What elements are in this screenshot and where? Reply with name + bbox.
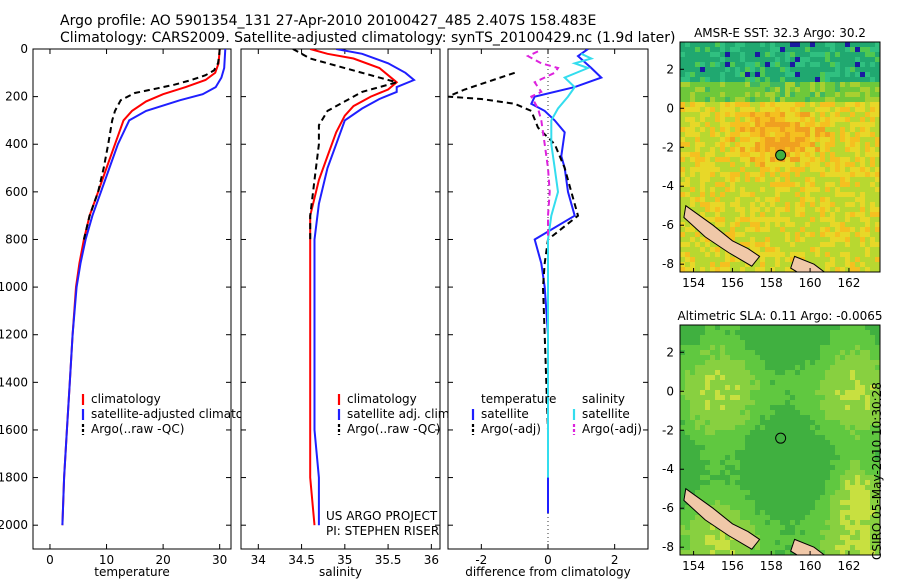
y-tick-label: 2000 [0, 518, 28, 532]
x-tick-label: 158 [760, 559, 783, 573]
x-tick-label: 30 [212, 553, 227, 567]
x-axis-label: temperature [94, 565, 169, 579]
float-marker [775, 432, 787, 444]
series-line-2 [547, 52, 595, 478]
map-panel-1: AMSR-E SST: 32.3 Argo: 30.2 154 156 158 160 1… [662, 26, 881, 290]
y-tick-label: 1000 [0, 280, 28, 294]
series-line-2 [292, 49, 401, 240]
series-line-2 [82, 49, 221, 240]
x-tick-label: 10 [99, 553, 114, 567]
land-island [683, 487, 761, 550]
map-frame [679, 41, 881, 273]
y-tick-label: -6 [662, 218, 674, 232]
x-tick-label: 160 [799, 559, 822, 573]
x-tick-label: 2 [611, 553, 619, 567]
plot-frame [32, 48, 232, 550]
y-tick-label: 200 [5, 90, 28, 104]
legend-entry: climatology [91, 392, 161, 406]
legend-entry: Argo(-adj) [582, 422, 642, 436]
x-tick-label: 36 [424, 553, 439, 567]
y-tick-label: -4 [662, 462, 674, 476]
legend-heading: temperature [481, 392, 556, 406]
x-tick-label: 0 [46, 553, 54, 567]
series-line-3 [525, 50, 560, 240]
x-tick-label: 154 [682, 276, 705, 290]
legend-entry: Argo(..raw -QC) [347, 422, 440, 436]
y-tick-label: 800 [5, 232, 28, 246]
legend-entry: satellite [481, 407, 529, 421]
y-tick-label: -2 [662, 423, 674, 437]
legend-entry: satellite-adjusted climatology [91, 407, 269, 421]
y-tick-label: 0 [666, 101, 674, 115]
y-tick-label: 2 [666, 345, 674, 359]
series-line-1 [448, 71, 580, 478]
y-tick-label: 2 [666, 62, 674, 76]
y-tick-label: -8 [662, 540, 674, 554]
land-island [683, 204, 761, 267]
map-title: AMSR-E SST: 32.3 Argo: 30.2 [694, 26, 866, 40]
legend-entry: satellite [582, 407, 630, 421]
x-axis-label: salinity [319, 565, 362, 579]
x-tick-label: 160 [799, 276, 822, 290]
y-tick-label: -8 [662, 257, 674, 271]
series-line-1 [313, 49, 416, 526]
y-tick-label: 1600 [0, 423, 28, 437]
project-label: PI: STEPHEN RISER [326, 524, 439, 538]
x-tick-label: 35.5 [375, 553, 402, 567]
x-tick-label: 20 [155, 553, 170, 567]
x-axis-label: difference from climatology [465, 565, 631, 579]
x-tick-label: 162 [837, 559, 860, 573]
y-tick-label: 1800 [0, 471, 28, 485]
legend-heading: salinity [582, 392, 625, 406]
legend-entry: Argo(..raw -QC) [91, 422, 184, 436]
map-title: Altimetric SLA: 0.11 Argo: -0.0065 [677, 309, 882, 323]
series-line-0 [309, 49, 399, 526]
y-tick-label: 600 [5, 185, 28, 199]
land-island [790, 255, 826, 272]
side-timestamp: CSIRO 05-May-2010 10:30:28 [870, 382, 884, 560]
y-tick-label: -6 [662, 501, 674, 515]
legend-entry: climatology [347, 392, 417, 406]
x-tick-label: 158 [760, 276, 783, 290]
map-panel-2: Altimetric SLA: 0.11 Argo: -0.0065 154 156… [662, 309, 883, 573]
x-tick-label: -2 [475, 553, 487, 567]
x-tick-label: 34 [251, 553, 266, 567]
map-frame [679, 324, 881, 556]
profile-panel-0: 0 10 20 30 0 200 400 600 800 1000 1200 1400 1600 1800… [0, 42, 269, 579]
x-tick-label: 162 [837, 276, 860, 290]
legend-entry: Argo(-adj) [481, 422, 541, 436]
x-tick-label: 156 [721, 559, 744, 573]
header-line-1: Argo profile: AO 5901354_131 27-Apr-2010… [60, 13, 597, 29]
project-label: US ARGO PROJECT [326, 509, 438, 523]
y-tick-label: 1200 [0, 328, 28, 342]
float-marker [775, 149, 787, 161]
y-tick-label: 0 [20, 42, 28, 56]
x-tick-label: 0 [544, 553, 552, 567]
x-tick-label: 34.5 [288, 553, 315, 567]
x-tick-label: 35 [337, 553, 352, 567]
map-field [680, 325, 880, 555]
profile-panel-1: 34 34.5 35 35.5 36 salinity climatologysatelli… [240, 48, 453, 579]
header-line-2: Climatology: CARS2009. Satellite-adjuste… [60, 30, 676, 46]
y-tick-label: -2 [662, 140, 674, 154]
y-tick-label: 400 [5, 137, 28, 151]
legend-entry: satellite adj. clim. [347, 407, 453, 421]
y-tick-label: -4 [662, 179, 674, 193]
x-tick-label: 156 [721, 276, 744, 290]
y-tick-label: 0 [666, 384, 674, 398]
map-field [680, 42, 880, 272]
x-tick-label: 154 [682, 559, 705, 573]
land-island [790, 538, 826, 555]
series-line-1 [61, 49, 227, 526]
y-tick-label: 1400 [0, 375, 28, 389]
